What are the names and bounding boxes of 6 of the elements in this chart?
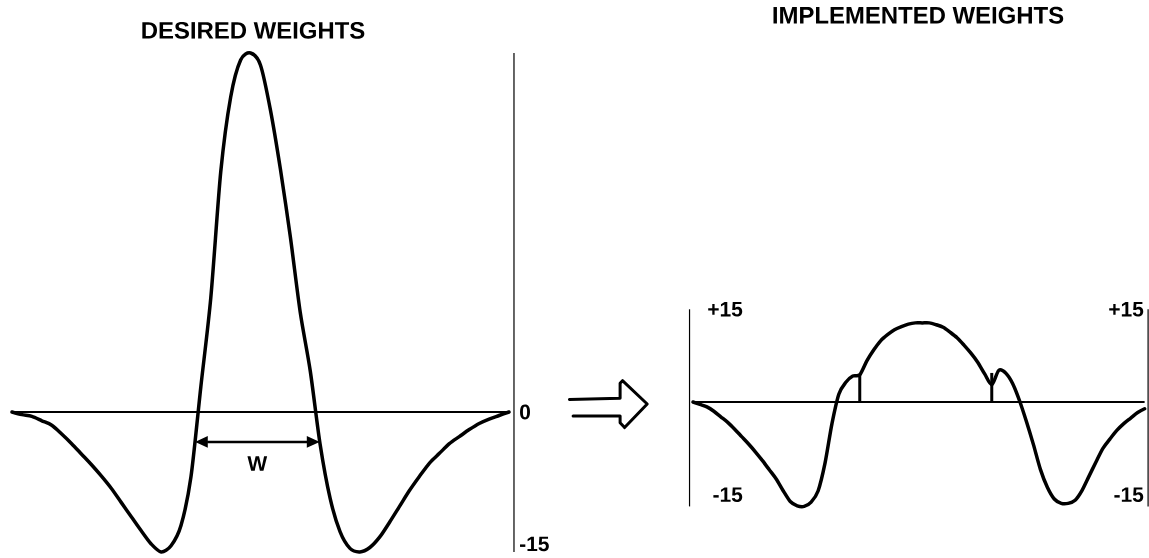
annotation: W: [247, 456, 268, 471]
y2-tick-label: -15: [1114, 487, 1144, 502]
chart-title: IMPLEMENTED WEIGHTS: [773, 6, 1064, 24]
y-tick-label: 0: [520, 404, 530, 420]
chart-title: DESIRED WEIGHTS: [142, 21, 365, 39]
y2-tick-label: +15: [1109, 301, 1144, 317]
